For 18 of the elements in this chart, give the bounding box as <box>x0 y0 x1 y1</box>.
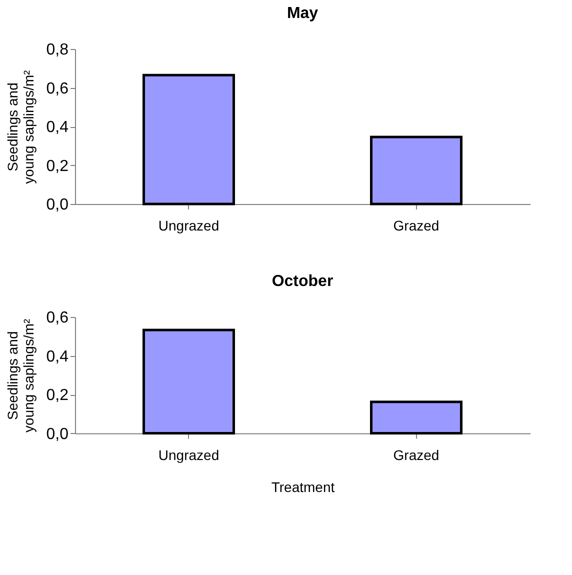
y-tick-label: 0,6 <box>46 80 69 98</box>
y-tick-label: 0,2 <box>46 158 69 175</box>
x-axis-title: Treatment <box>271 478 335 495</box>
y-tick-label: 0,4 <box>46 348 69 366</box>
y-tick-label: 0,8 <box>46 42 69 58</box>
y-axis-title: Seedlings and young saplings/m² <box>4 70 36 184</box>
y-tick-label: 0,2 <box>46 387 69 404</box>
chart-title: October <box>272 273 334 290</box>
y-tick-label: 0,6 <box>46 310 69 326</box>
chart-title: May <box>286 5 318 22</box>
x-tick-label: Grazed <box>393 446 440 463</box>
x-tick-label: Grazed <box>393 218 440 234</box>
y-tick-label: 0,4 <box>46 119 69 136</box>
y-tick-label: 0,0 <box>46 426 69 443</box>
x-tick-label: Ungrazed <box>158 218 220 234</box>
y-tick-label: 0,0 <box>46 196 69 214</box>
x-tick-label: Ungrazed <box>158 446 220 463</box>
y-axis-title: Seedlings and young saplings/m² <box>4 318 36 432</box>
